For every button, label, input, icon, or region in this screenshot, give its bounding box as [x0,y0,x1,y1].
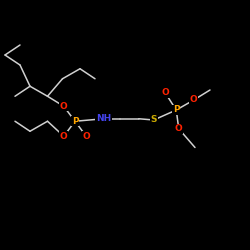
Text: O: O [175,124,182,133]
Text: NH: NH [96,114,112,123]
Text: O: O [60,132,68,141]
Text: P: P [173,106,180,114]
Text: S: S [150,116,157,124]
Text: O: O [60,102,68,111]
Text: O: O [161,88,169,97]
Text: P: P [72,117,78,126]
Text: O: O [82,132,90,141]
Text: O: O [190,96,198,104]
